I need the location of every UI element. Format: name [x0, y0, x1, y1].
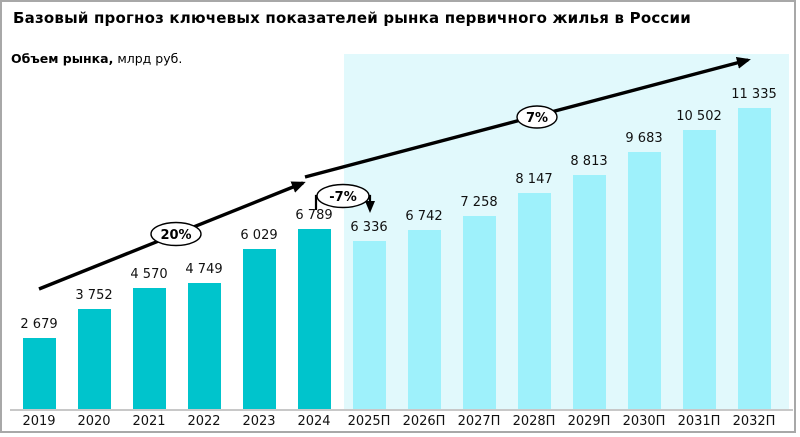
x-axis-label-2022: 2022 [187, 414, 221, 429]
value-label-2026П: 6 742 [405, 209, 443, 224]
bar-2021 [132, 288, 166, 409]
bar-2028П [517, 193, 551, 409]
value-label-2029П: 8 813 [570, 154, 608, 169]
value-label-2019: 2 679 [20, 317, 58, 332]
bar-2019 [22, 338, 56, 409]
bar-2029П [572, 175, 606, 409]
x-axis-label-2025П: 2025П [347, 414, 391, 429]
value-label-2023: 6 029 [240, 228, 278, 243]
x-axis-label-2021: 2021 [132, 414, 166, 429]
bar-2023 [242, 249, 276, 409]
bar-2026П [407, 230, 441, 409]
bar-2031П [682, 130, 716, 409]
x-axis-label-2027П: 2027П [457, 414, 501, 429]
bars-layer: 2 679 2019 3 752 2020 4 570 2021 4 749 2022 6 02… [2, 2, 794, 431]
x-axis-label-2026П: 2026П [402, 414, 446, 429]
value-label-2032П: 11 335 [731, 87, 777, 102]
x-axis-label-2030П: 2030П [622, 414, 666, 429]
chart-title: Базовый прогноз ключевых показателей рын… [13, 9, 691, 27]
value-label-2028П: 8 147 [515, 172, 553, 187]
x-axis-label-2023: 2023 [242, 414, 276, 429]
value-label-2020: 3 752 [75, 288, 113, 303]
subtitle-units: млрд руб. [113, 51, 183, 66]
bar-2024 [297, 229, 331, 409]
value-label-2022: 4 749 [185, 262, 223, 277]
bar-2022 [187, 283, 221, 409]
x-axis-label-2029П: 2029П [567, 414, 611, 429]
x-axis-label-2024: 2024 [297, 414, 331, 429]
subtitle-label: Объем рынка, [11, 51, 114, 66]
chart-subtitle: Объем рынка, млрд руб. [11, 51, 182, 66]
value-label-2024: 6 789 [295, 208, 333, 223]
value-label-2031П: 10 502 [676, 109, 722, 124]
x-axis-label-2031П: 2031П [677, 414, 721, 429]
x-axis-label-2019: 2019 [22, 414, 56, 429]
x-axis-line [10, 409, 793, 411]
value-label-2030П: 9 683 [625, 131, 663, 146]
bar-2020 [77, 309, 111, 409]
x-axis-label-2020: 2020 [77, 414, 111, 429]
bar-2032П [737, 108, 771, 409]
x-axis-label-2032П: 2032П [732, 414, 776, 429]
value-label-2025П: 6 336 [350, 220, 388, 235]
x-axis-label-2028П: 2028П [512, 414, 556, 429]
bar-2025П [352, 241, 386, 409]
bar-2027П [462, 216, 496, 409]
bar-2030П [627, 152, 661, 409]
value-label-2027П: 7 258 [460, 195, 498, 210]
